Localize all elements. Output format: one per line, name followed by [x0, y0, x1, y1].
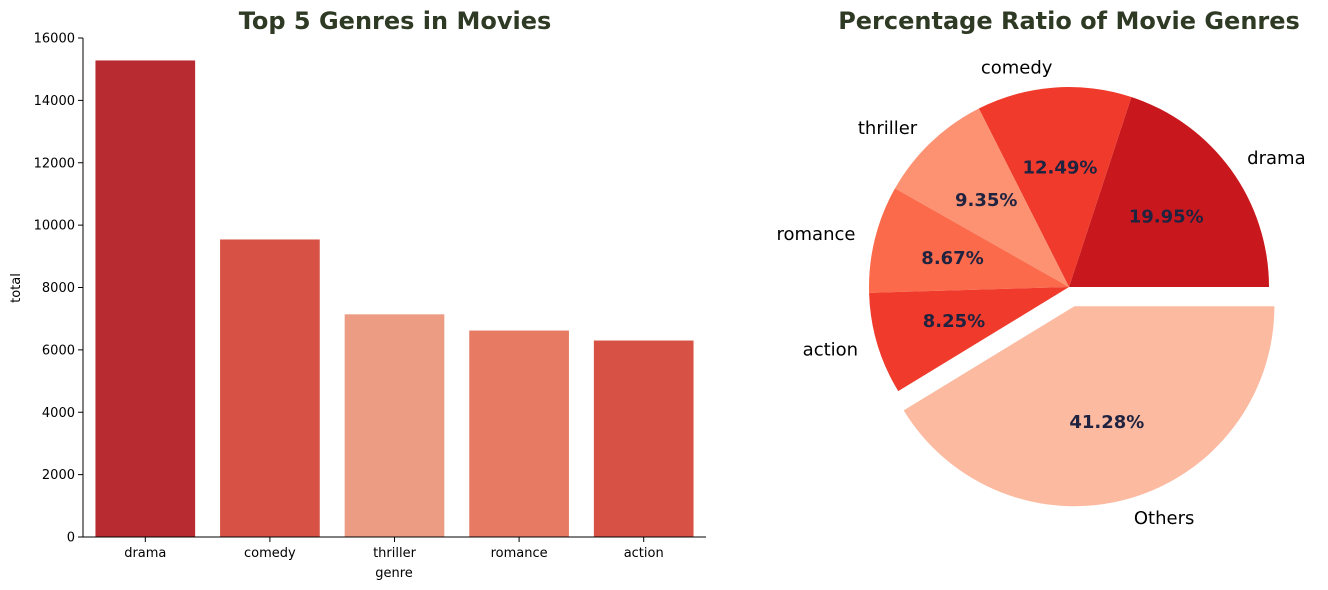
pie-percentages: 19.95% 12.49%9.35% 8.67% 8.25% 41.28% [921, 157, 1203, 432]
slice-percentage: 9.35% [955, 190, 1017, 211]
x-ticks: drama comedy thriller romance action [124, 537, 664, 561]
slice-label: drama [1247, 148, 1305, 169]
x-tick-label: comedy [244, 546, 296, 561]
x-tick-label: romance [491, 546, 548, 561]
y-tick-label: 2000 [42, 468, 75, 483]
x-tick-label: thriller [373, 546, 417, 561]
y-tick-label: 14000 [34, 94, 75, 109]
bars [95, 60, 694, 537]
y-ticks: 0 2000 4000 6000 8000 10000 12000 14000 16000 [34, 32, 83, 546]
slice-percentage: 19.95% [1129, 207, 1204, 228]
y-tick-label: 16000 [34, 32, 75, 47]
slice-label: romance [777, 224, 856, 245]
bar-drama [95, 60, 196, 537]
slice-drama [1069, 96, 1269, 287]
slice-thriller [894, 108, 1069, 287]
y-axis-label: total [9, 273, 24, 303]
pie-slices [869, 87, 1275, 507]
bar-thriller [344, 314, 445, 537]
bar-chart: Top 5 Genres in Movies 0 2000 4000 6000 8000… [9, 7, 706, 581]
y-tick-label: 0 [67, 531, 75, 546]
slice-label: comedy [981, 58, 1053, 79]
slice-others [903, 306, 1275, 507]
x-tick-label: drama [124, 546, 166, 561]
pie-labels: drama comedy thriller romance action Others [777, 58, 1306, 529]
slice-label: Others [1134, 508, 1195, 529]
slice-percentage: 41.28% [1069, 412, 1144, 433]
y-tick-label: 6000 [42, 343, 75, 358]
x-tick-label: action [624, 546, 664, 561]
y-tick-label: 12000 [34, 156, 75, 171]
pie-chart-title: Percentage Ratio of Movie Genres [838, 7, 1300, 35]
slice-romance [869, 188, 1069, 293]
y-tick-label: 8000 [42, 281, 75, 296]
slice-percentage: 8.25% [923, 311, 985, 332]
bar-action [593, 340, 694, 537]
slice-action [869, 287, 1069, 392]
slice-percentage: 8.67% [921, 248, 983, 269]
x-axis-label: genre [375, 566, 413, 581]
y-tick-label: 10000 [34, 219, 75, 234]
slice-percentage: 12.49% [1022, 157, 1097, 178]
bar-chart-title: Top 5 Genres in Movies [239, 7, 552, 35]
slice-comedy [978, 87, 1132, 288]
bar-comedy [220, 239, 320, 537]
pie-chart: Percentage Ratio of Movie Genres drama co… [777, 7, 1306, 529]
bar-romance [469, 330, 569, 537]
slice-label: thriller [858, 118, 918, 139]
y-tick-label: 4000 [42, 406, 75, 421]
slice-label: action [803, 340, 858, 361]
